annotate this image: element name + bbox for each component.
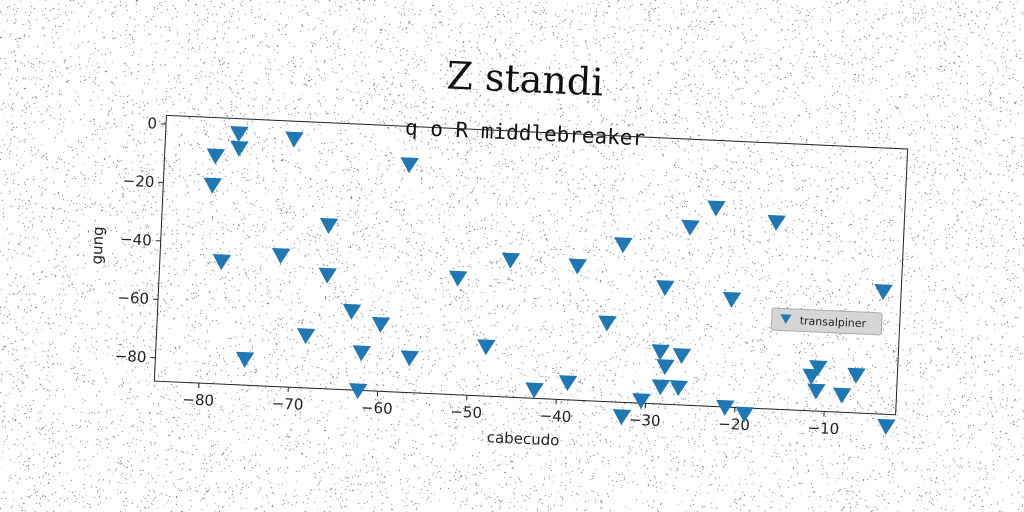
- legend-label: transalpiner: [799, 314, 866, 330]
- x-axis: −80 −70 −60 −50 −40 −30 −20 −10: [182, 383, 840, 438]
- x-tick-label: −40: [539, 407, 571, 426]
- data-point: [319, 217, 339, 234]
- y-tick-label: −60: [117, 288, 149, 307]
- data-point: [833, 387, 852, 404]
- data-point: [558, 375, 578, 392]
- data-point: [656, 359, 675, 376]
- data-point: [285, 131, 304, 148]
- data-point: [371, 316, 391, 333]
- data-point: [614, 237, 633, 254]
- data-point: [681, 219, 700, 236]
- chart-subtitle: q o R middlebreaker: [405, 116, 646, 151]
- x-tick-label: −60: [361, 398, 393, 417]
- data-point: [735, 406, 754, 423]
- y-tick-label: −20: [122, 172, 154, 191]
- x-tick-label: −80: [182, 390, 214, 409]
- x-tick-label: −70: [271, 394, 303, 413]
- data-point: [651, 344, 670, 361]
- data-point: [632, 393, 651, 410]
- data-point: [400, 350, 420, 367]
- data-point: [877, 418, 896, 435]
- data-point: [235, 351, 255, 368]
- data-point: [612, 409, 632, 426]
- data-point: [349, 383, 368, 400]
- data-point: [807, 383, 826, 400]
- data-point: [477, 339, 496, 356]
- y-axis: 0 −20 −40 −60 −80: [114, 114, 167, 366]
- data-point: [651, 379, 671, 396]
- y-tick-label: 0: [147, 114, 157, 132]
- data-point: [203, 177, 222, 194]
- data-point: [722, 291, 742, 308]
- data-point: [669, 380, 688, 397]
- x-tick-label: −30: [629, 411, 661, 430]
- data-point: [656, 280, 675, 297]
- data-point: [525, 382, 544, 399]
- data-point: [318, 267, 337, 284]
- data-point: [874, 284, 893, 301]
- plot-area: −80 −70 −60 −50 −40 −30 −20 −10 0 −20 −40 −60 −80 c…: [88, 114, 909, 450]
- data-point: [342, 303, 362, 320]
- legend: transalpiner: [770, 307, 883, 336]
- legend-box: [770, 307, 883, 336]
- data-point: [767, 214, 786, 231]
- data-points: [203, 126, 896, 435]
- y-axis-label: gung: [88, 226, 108, 265]
- data-point: [802, 368, 821, 385]
- legend-marker: [780, 314, 792, 324]
- data-point: [809, 360, 828, 377]
- data-point: [212, 254, 232, 271]
- data-point: [568, 258, 588, 275]
- data-point: [230, 140, 249, 157]
- data-point: [847, 367, 866, 384]
- data-point: [672, 348, 692, 365]
- data-point: [707, 200, 726, 217]
- data-point: [400, 157, 419, 174]
- data-point: [271, 247, 291, 265]
- y-tick-label: −80: [114, 347, 146, 366]
- x-tick-label: −20: [718, 415, 750, 434]
- x-tick-label: −10: [807, 419, 839, 438]
- chart-title: Z standi: [446, 53, 605, 104]
- data-point: [352, 345, 371, 362]
- data-point: [716, 399, 735, 416]
- y-tick-label: −40: [120, 230, 152, 249]
- data-point: [501, 252, 521, 269]
- plot-frame: [153, 114, 909, 416]
- x-tick-label: −50: [450, 403, 482, 422]
- data-point: [206, 148, 226, 165]
- x-axis-label: cabecudo: [486, 428, 559, 449]
- data-point: [449, 270, 468, 287]
- data-point: [598, 315, 617, 332]
- data-point: [230, 126, 249, 143]
- data-point: [296, 328, 316, 345]
